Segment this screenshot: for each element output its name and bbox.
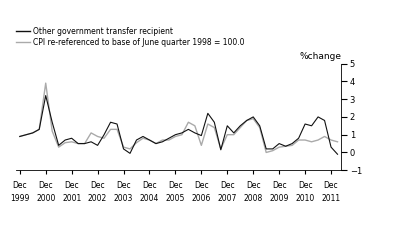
Text: 2003: 2003 (114, 194, 133, 203)
Text: Dec: Dec (272, 181, 287, 190)
Text: 1999: 1999 (10, 194, 29, 203)
Text: %change: %change (299, 52, 341, 62)
Text: 2004: 2004 (140, 194, 159, 203)
Text: Dec: Dec (220, 181, 235, 190)
Text: Dec: Dec (194, 181, 209, 190)
Text: 2009: 2009 (270, 194, 289, 203)
Text: Dec: Dec (116, 181, 131, 190)
Text: Dec: Dec (324, 181, 338, 190)
Text: 2008: 2008 (244, 194, 263, 203)
Text: 2005: 2005 (166, 194, 185, 203)
Text: Dec: Dec (168, 181, 183, 190)
Text: Dec: Dec (142, 181, 157, 190)
Text: 2002: 2002 (88, 194, 107, 203)
Text: Dec: Dec (246, 181, 260, 190)
Text: Dec: Dec (64, 181, 79, 190)
Text: 2001: 2001 (62, 194, 81, 203)
Text: 2011: 2011 (322, 194, 341, 203)
Text: 2000: 2000 (36, 194, 56, 203)
Legend: Other government transfer recipient, CPI re-referenced to base of June quarter 1: Other government transfer recipient, CPI… (16, 27, 245, 47)
Text: Dec: Dec (39, 181, 53, 190)
Text: 2010: 2010 (295, 194, 315, 203)
Text: Dec: Dec (90, 181, 105, 190)
Text: Dec: Dec (298, 181, 312, 190)
Text: 2007: 2007 (218, 194, 237, 203)
Text: Dec: Dec (12, 181, 27, 190)
Text: 2006: 2006 (192, 194, 211, 203)
